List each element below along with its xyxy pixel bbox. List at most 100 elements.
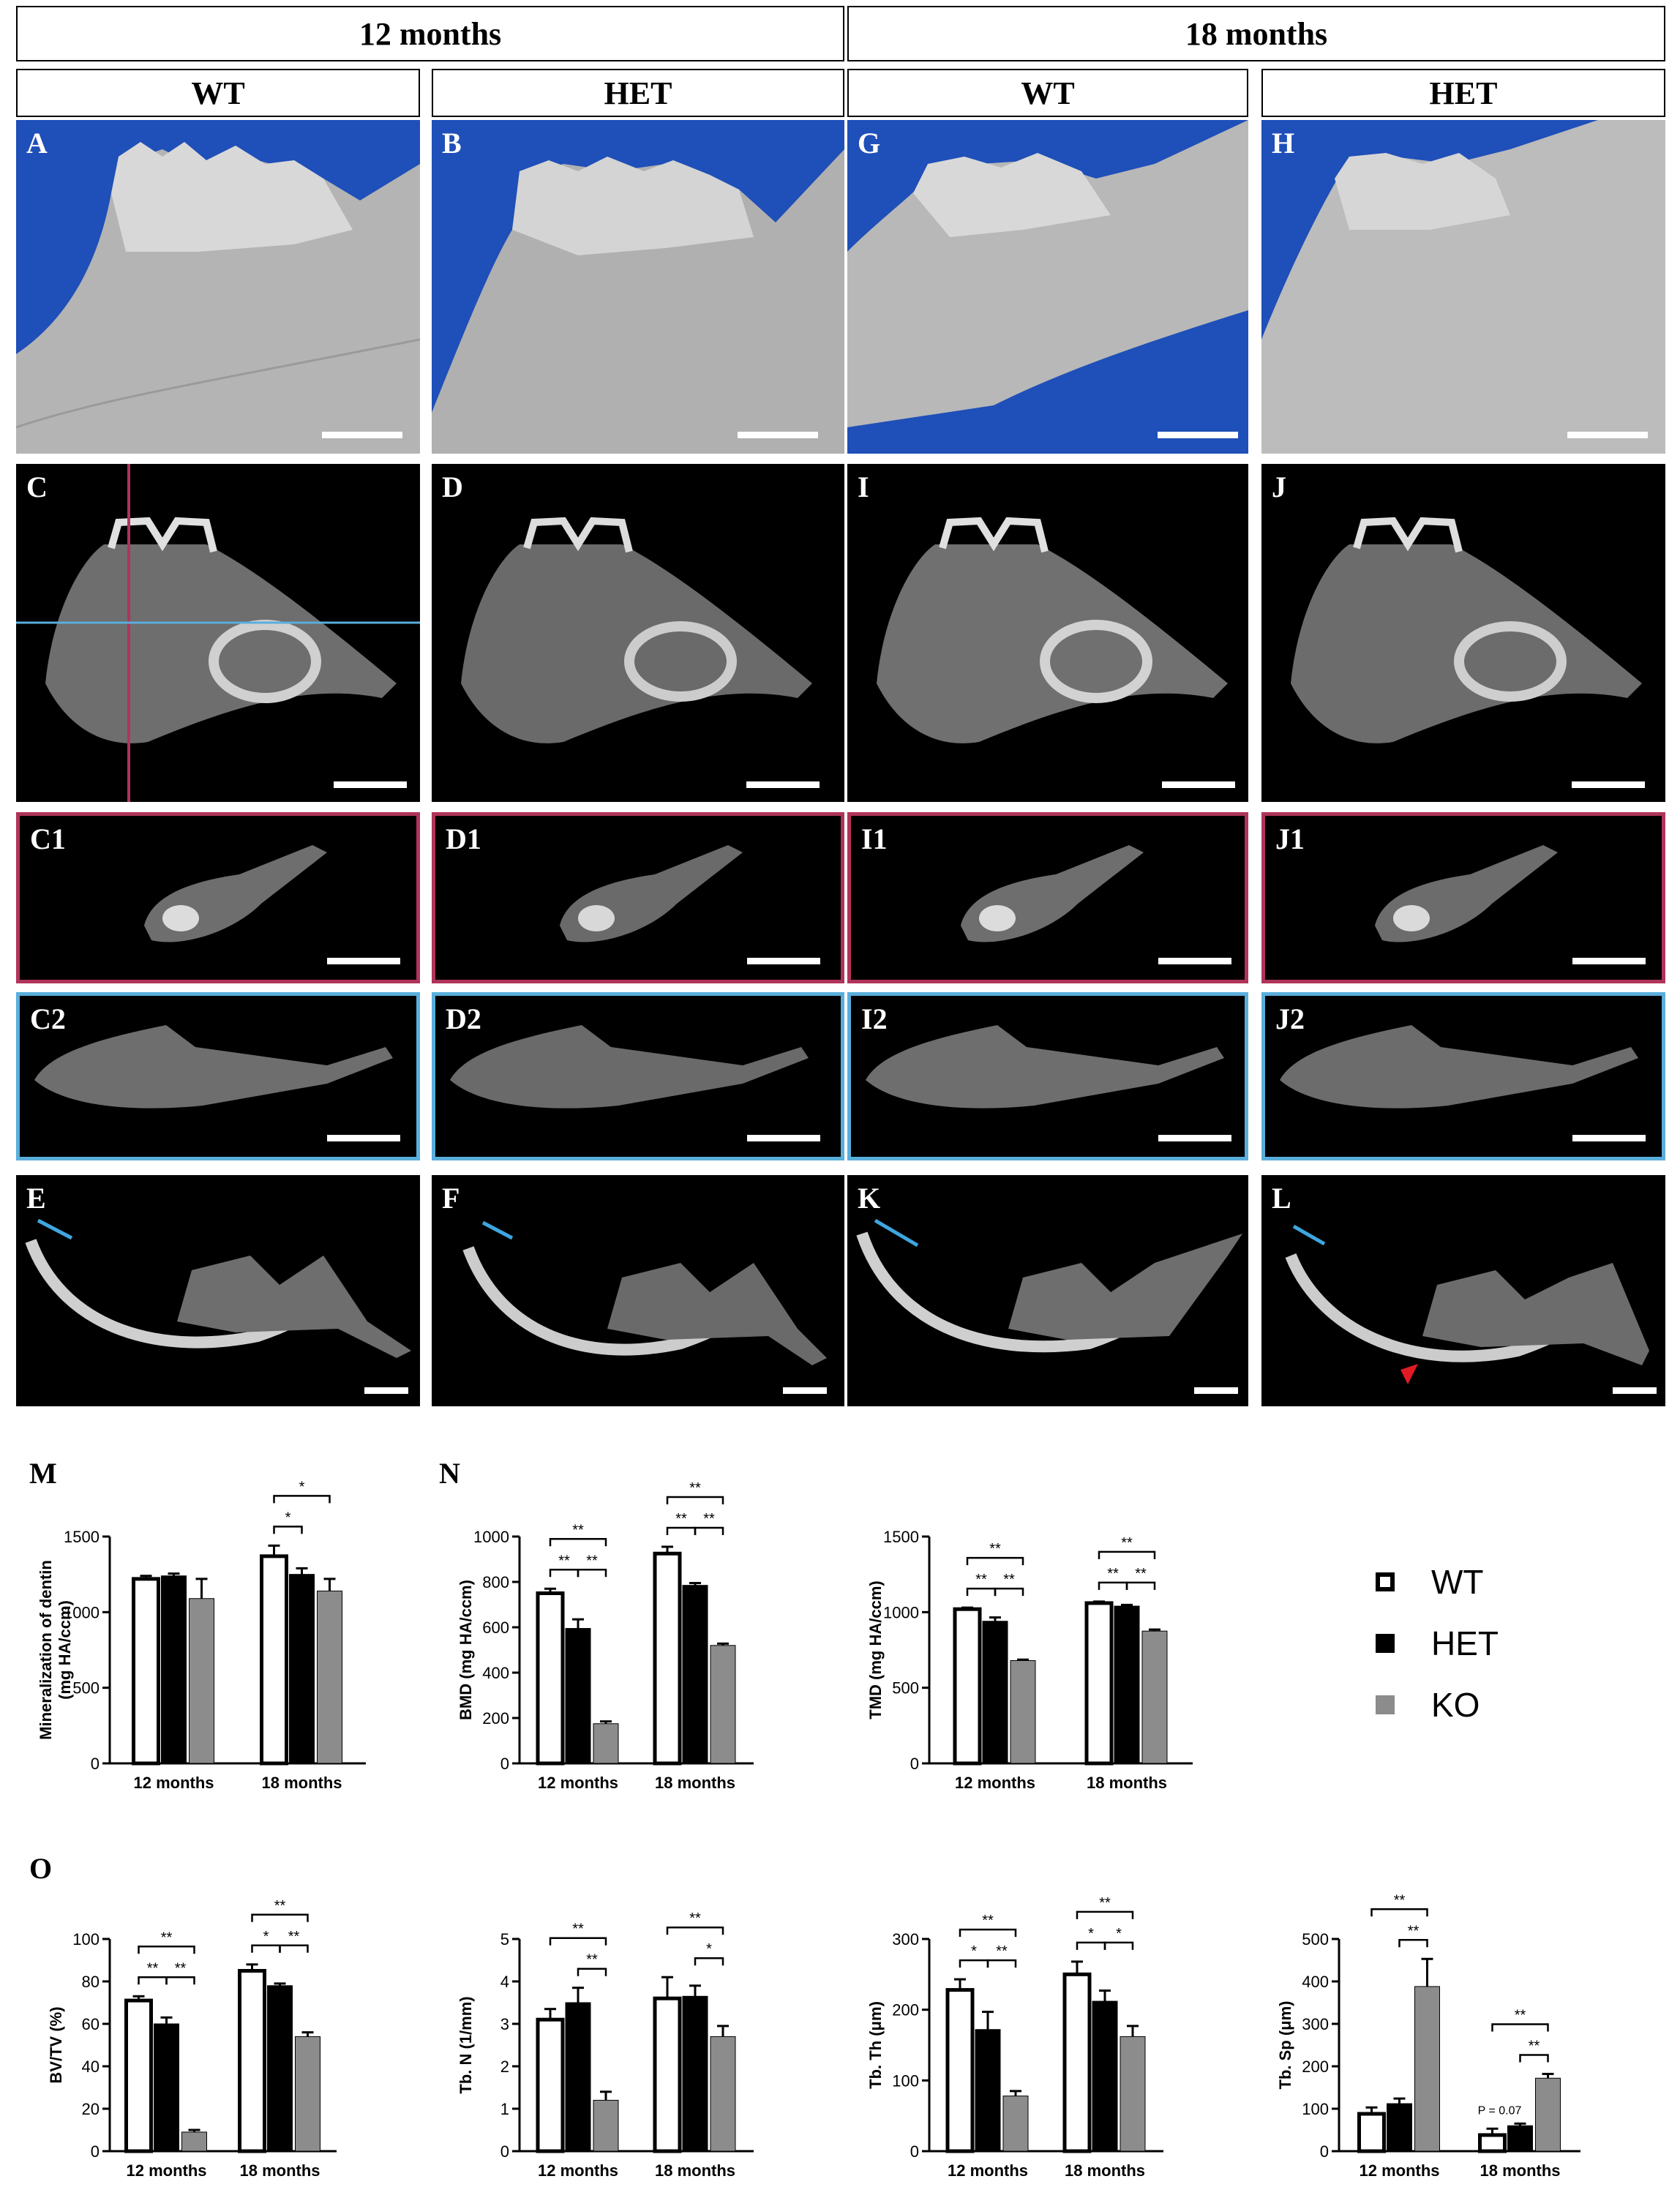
bar-het [565, 1628, 591, 1764]
significance-label: * [1116, 1926, 1122, 1942]
legend-item-ko: KO [1376, 1674, 1499, 1736]
ct-panel-j: J [1261, 464, 1665, 802]
bar-wt [238, 1969, 266, 2153]
ct-slice-image [1375, 845, 1558, 942]
significance-bracket [138, 1976, 168, 1985]
scale-bar [1158, 432, 1238, 438]
scale-bar [1162, 781, 1235, 788]
y-tick-label: 1000 [64, 1603, 100, 1621]
significance-label: * [706, 1941, 712, 1957]
ct-slice-image [25, 1218, 411, 1358]
bar-het [682, 1995, 708, 2152]
bar-het [682, 1585, 708, 1764]
significance-label: * [263, 1929, 269, 1945]
bar-ko [1414, 1986, 1440, 2152]
significance-bracket [165, 1976, 195, 1985]
significance-bracket [1098, 1581, 1128, 1590]
significance-label: ** [1529, 2038, 1540, 2054]
y-axis-label: Mineralization of dentin(mg HA/ccm) [37, 1560, 74, 1740]
bar-het [975, 2029, 1001, 2152]
bar-wt [653, 1996, 682, 2153]
y-axis-label: Tb. N (1/mm) [457, 1996, 475, 2093]
chart-o-tbth: 0 100 200 300 Tb. Th (μm) 12 months 18 months *… [866, 1895, 1163, 2180]
y-tick-label: 80 [82, 1973, 100, 1991]
bar-het [982, 1621, 1008, 1764]
y-tick-label: 100 [1302, 2100, 1329, 2118]
jaw-render-image [432, 149, 844, 454]
legend-label: KO [1431, 1686, 1480, 1724]
panel-label-g: G [858, 127, 881, 160]
y-tick-label: 0 [910, 1755, 919, 1773]
legend-label: WT [1431, 1563, 1484, 1601]
ct-slice-image [1280, 1025, 1638, 1109]
significance-bracket [251, 1913, 309, 1922]
y-tick-label: 1000 [883, 1603, 919, 1621]
y-tick-label: 20 [82, 2100, 100, 2118]
y-tick-label: 60 [82, 2015, 100, 2033]
bar-het [565, 2002, 591, 2152]
significance-bracket [1103, 1941, 1134, 1950]
bar-ko [1535, 2077, 1561, 2152]
scale-bar [1158, 958, 1231, 964]
incisor-panel-l: L [1261, 1175, 1665, 1406]
significance-label: * [299, 1479, 305, 1495]
significance-label: ** [558, 1553, 570, 1569]
y-tick-label: 3 [500, 2015, 509, 2033]
coronal-panel-c1: C1 [16, 812, 420, 983]
scale-bar [783, 1387, 827, 1394]
ct-slice-image [856, 1218, 1242, 1353]
transverse-panel-j2: J2 [1261, 992, 1665, 1160]
significance-label: ** [1394, 1892, 1406, 1908]
scale-bar [1572, 781, 1645, 788]
scale-bar [1572, 958, 1646, 964]
arrowhead-icon [1400, 1364, 1418, 1384]
x-tick-label: 12 months [538, 2161, 618, 2180]
render-panel-b: B [432, 120, 844, 454]
y-tick-label: 0 [500, 2142, 509, 2161]
significance-bracket [138, 1946, 195, 1954]
significance-bracket [966, 1556, 1024, 1566]
jaw-render-image [847, 120, 1248, 427]
significance-label: ** [572, 1522, 584, 1538]
y-tick-label: 1500 [883, 1528, 919, 1546]
bar-ko [593, 1723, 619, 1764]
render-panel-a: A [16, 120, 420, 454]
significance-label: ** [161, 1929, 173, 1946]
y-tick-label: 0 [1320, 2142, 1329, 2161]
bar-ko [1120, 2036, 1146, 2152]
panel-label-d2: D2 [446, 1002, 481, 1035]
panel-label-j: J [1272, 470, 1286, 503]
significance-label: ** [675, 1511, 687, 1527]
scale-bar [747, 958, 820, 964]
ct-slice-image [34, 1025, 393, 1109]
bar-wt [124, 1998, 153, 2153]
header-12-months: 12 months [16, 6, 844, 61]
x-tick-label: 18 months [655, 2161, 735, 2180]
significance-bracket [986, 1959, 1017, 1968]
bar-wt [1357, 2112, 1386, 2153]
x-tick-label: 12 months [948, 2161, 1028, 2180]
y-tick-label: 0 [500, 1755, 509, 1773]
panel-label-i1: I1 [861, 822, 888, 855]
y-axis-label: TMD (mg HA/ccm) [866, 1580, 885, 1719]
y-tick-label: 100 [72, 1930, 100, 1948]
ct-slice-image [866, 1025, 1224, 1109]
panel-label-d1: D1 [446, 822, 481, 855]
significance-bracket [549, 1937, 607, 1946]
ct-slice-image [144, 845, 327, 942]
scale-bar [1194, 1387, 1238, 1394]
y-tick-label: 0 [910, 2142, 919, 2161]
incisor-panel-e: E [16, 1175, 420, 1406]
ct-panel-i: I [847, 464, 1248, 802]
x-tick-label: 18 months [655, 1774, 735, 1792]
chart-m: 0 500 1000 1500 Mineralization of dentin(mg … [37, 1479, 366, 1792]
header-18-months: 18 months [847, 6, 1665, 61]
y-tick-label: 5 [500, 1930, 509, 1948]
y-tick-label: 200 [1302, 2058, 1329, 2076]
scale-bar [1613, 1387, 1657, 1394]
transverse-panel-d2: D2 [432, 992, 844, 1160]
bar-wt [536, 2017, 565, 2153]
panel-label-h: H [1272, 127, 1295, 160]
significance-label: ** [1099, 1895, 1111, 1911]
